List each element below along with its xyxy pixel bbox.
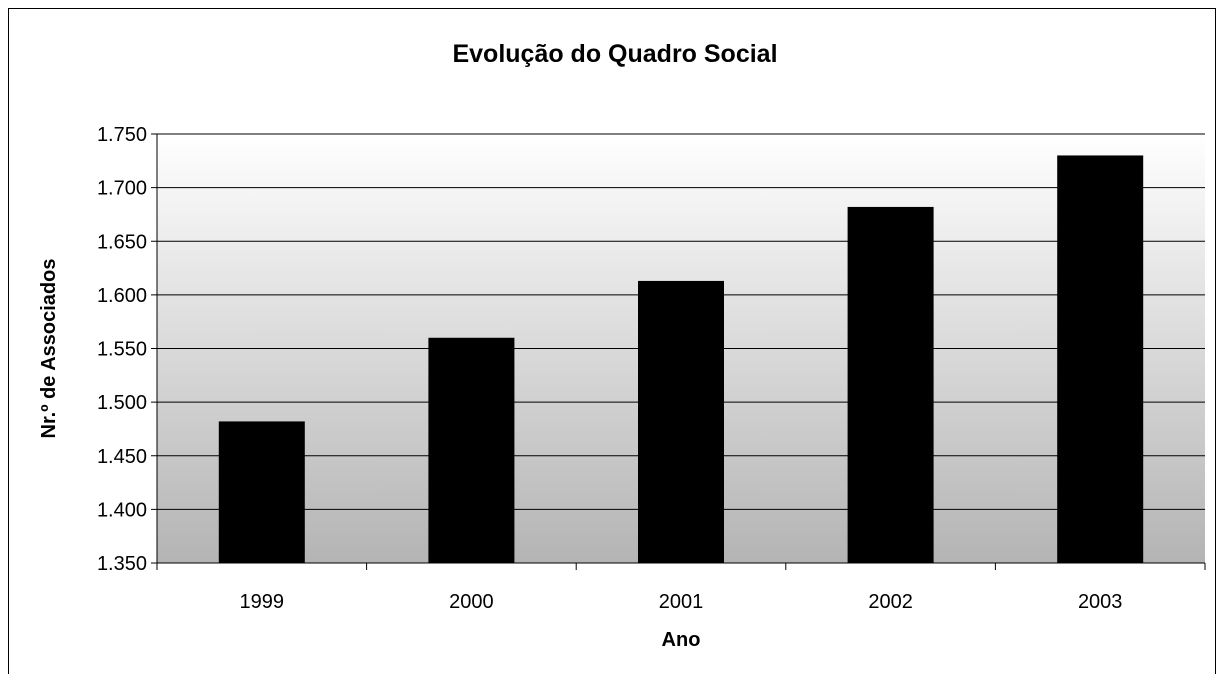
bar-2003 bbox=[1057, 155, 1144, 563]
x-tick-label: 1999 bbox=[240, 591, 285, 613]
y-tick-labels: 1.350 1.400 1.450 1.500 1.550 1.600 1.650 1.700… bbox=[97, 124, 147, 575]
y-tick-label: 1.550 bbox=[97, 339, 147, 361]
x-tick-label: 2002 bbox=[868, 591, 913, 613]
x-axis-title: Ano bbox=[662, 629, 701, 651]
chart-title: Evolução do Quadro Social bbox=[452, 40, 777, 68]
x-tick-labels: 1999 2000 2001 2002 2003 bbox=[240, 591, 1123, 613]
y-tick-label: 1.500 bbox=[97, 392, 147, 414]
x-tick-label: 2003 bbox=[1078, 591, 1123, 613]
y-tick-label: 1.350 bbox=[97, 553, 147, 575]
y-axis-title: Nr.º de Associados bbox=[38, 259, 60, 439]
bars bbox=[218, 155, 1144, 563]
bar-2002 bbox=[847, 206, 934, 563]
y-tick-label: 1.400 bbox=[97, 499, 147, 521]
bar-2000 bbox=[428, 337, 515, 563]
y-tick-label: 1.700 bbox=[97, 178, 147, 200]
y-tick-label: 1.600 bbox=[97, 285, 147, 307]
x-tick-label: 2000 bbox=[449, 591, 494, 613]
chart-frame bbox=[8, 8, 1216, 674]
y-tick-label: 1.650 bbox=[97, 231, 147, 253]
bar-1999 bbox=[218, 421, 305, 563]
y-tick-label: 1.450 bbox=[97, 446, 147, 468]
y-tick-label: 1.750 bbox=[97, 124, 147, 146]
x-tick-label: 2001 bbox=[659, 591, 704, 613]
axes bbox=[151, 133, 1206, 570]
bar-2001 bbox=[638, 280, 724, 563]
